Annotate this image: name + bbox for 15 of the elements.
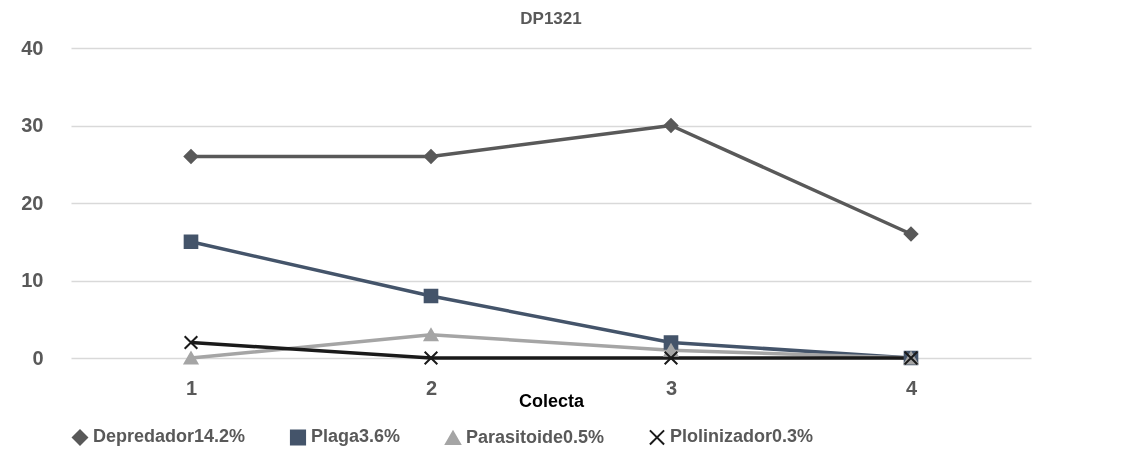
y-tick-label: 30 <box>21 114 44 136</box>
legend-label: Plolinizador0.3% <box>670 426 814 447</box>
legend-label: Depredador14.2% <box>93 426 246 447</box>
y-tick-label: 40 <box>21 36 44 59</box>
x-tick-label: 1 <box>185 376 198 399</box>
y-tick-label: 20 <box>21 191 44 214</box>
x-tick-label: 3 <box>665 376 678 399</box>
legend-label: Plaga3.6% <box>311 426 401 447</box>
x-tick-label: 2 <box>425 376 438 399</box>
y-tick-label: 0 <box>32 346 44 369</box>
chart-title: DP1321 <box>520 9 582 28</box>
legend-label: Parasitoide0.5% <box>466 426 605 447</box>
x-axis-title: Colecta <box>518 390 585 411</box>
x-tick-label: 4 <box>905 376 918 399</box>
y-tick-label: 10 <box>21 269 44 291</box>
